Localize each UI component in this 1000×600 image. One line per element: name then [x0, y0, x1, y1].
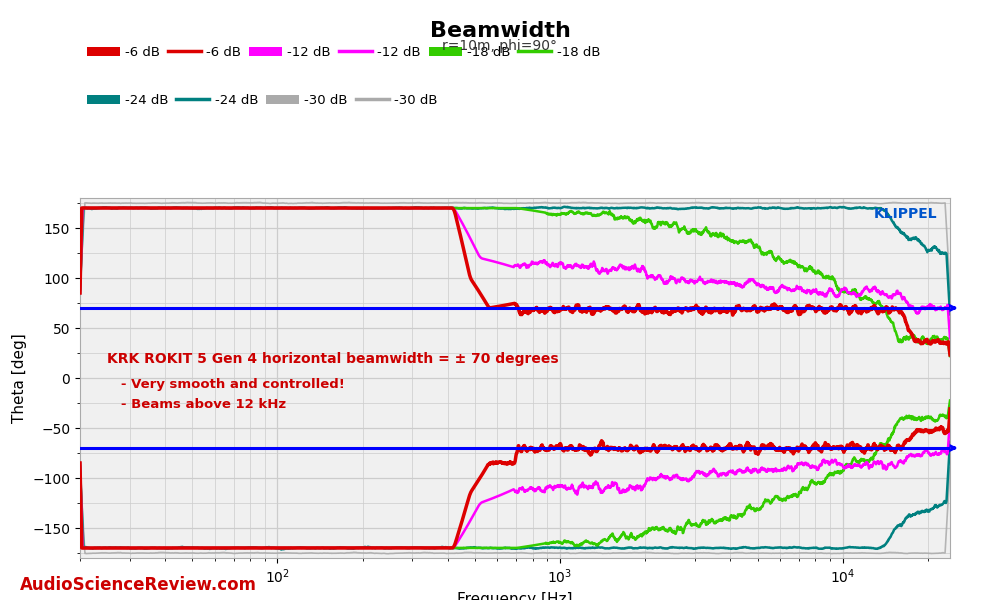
Text: r=10m, phi=90°: r=10m, phi=90° — [442, 39, 558, 53]
Text: KLIPPEL: KLIPPEL — [873, 207, 937, 221]
Legend: -6 dB, -6 dB, -12 dB, -12 dB, -18 dB, -18 dB: -6 dB, -6 dB, -12 dB, -12 dB, -18 dB, -1… — [87, 46, 600, 59]
Text: - Beams above 12 kHz: - Beams above 12 kHz — [107, 398, 287, 411]
Text: - Very smooth and controlled!: - Very smooth and controlled! — [107, 378, 345, 391]
Legend: -24 dB, -24 dB, -30 dB, -30 dB: -24 dB, -24 dB, -30 dB, -30 dB — [87, 94, 437, 107]
Y-axis label: Theta [deg]: Theta [deg] — [12, 333, 27, 423]
Text: KRK ROKIT 5 Gen 4 horizontal beamwidth = ± 70 degrees: KRK ROKIT 5 Gen 4 horizontal beamwidth =… — [107, 352, 559, 366]
Text: AudioScienceReview.com: AudioScienceReview.com — [20, 576, 257, 594]
Text: Beamwidth: Beamwidth — [430, 21, 570, 41]
X-axis label: Frequency [Hz]: Frequency [Hz] — [457, 592, 573, 600]
